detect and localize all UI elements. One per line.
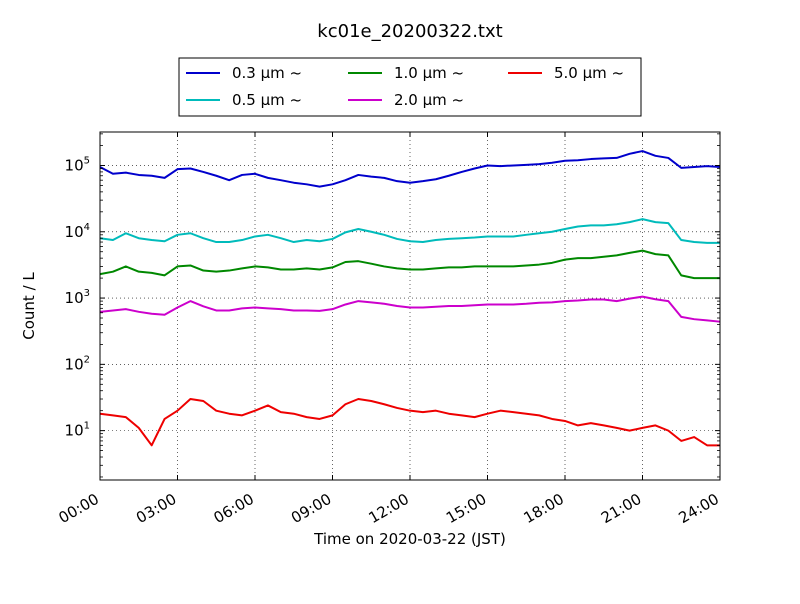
y-tick-label: 102 bbox=[65, 354, 90, 373]
legend-label-3: 2.0 μm ~ bbox=[394, 91, 464, 109]
y-tick-base: 10 bbox=[65, 355, 84, 373]
legend-box bbox=[178, 57, 642, 117]
series-line-1 bbox=[99, 218, 720, 244]
chart-title: kc01e_20200322.txt bbox=[317, 21, 502, 42]
y-tick-base: 10 bbox=[65, 422, 84, 440]
legend-label-0: 0.3 μm ~ bbox=[232, 64, 302, 82]
y-tick-label: 101 bbox=[65, 421, 90, 440]
y-tick-exponent: 3 bbox=[84, 288, 90, 299]
y-tick-exponent: 5 bbox=[84, 155, 90, 166]
y-tick-exponent: 1 bbox=[84, 421, 90, 432]
y-tick-base: 10 bbox=[65, 223, 84, 241]
y-tick-label: 105 bbox=[65, 155, 90, 174]
y-tick-base: 10 bbox=[65, 289, 84, 307]
y-tick-exponent: 4 bbox=[84, 222, 90, 233]
y-tick-label: 103 bbox=[65, 288, 90, 307]
series-layer bbox=[99, 150, 721, 447]
y-tick-exponent: 2 bbox=[84, 354, 90, 365]
series-line-2 bbox=[99, 249, 720, 280]
legend: 0.3 μm ~ 0.5 μm ~ 1.0 μm ~ 2.0 μm ~ 5.0 μm ~ bbox=[178, 57, 642, 117]
legend-label-1: 0.5 μm ~ bbox=[232, 91, 302, 109]
series-line-4 bbox=[99, 398, 720, 447]
y-tick-label: 104 bbox=[65, 222, 90, 241]
x-axis-label: Time on 2020-03-22 (JST) bbox=[313, 530, 506, 548]
legend-label-4: 5.0 μm ~ bbox=[554, 64, 624, 82]
grid-layer bbox=[100, 132, 720, 480]
y-axis-label: Count / L bbox=[20, 272, 38, 340]
series-line-0 bbox=[99, 150, 721, 188]
series-line-3 bbox=[99, 295, 721, 323]
legend-label-2: 1.0 μm ~ bbox=[394, 64, 464, 82]
y-tick-base: 10 bbox=[65, 156, 84, 174]
